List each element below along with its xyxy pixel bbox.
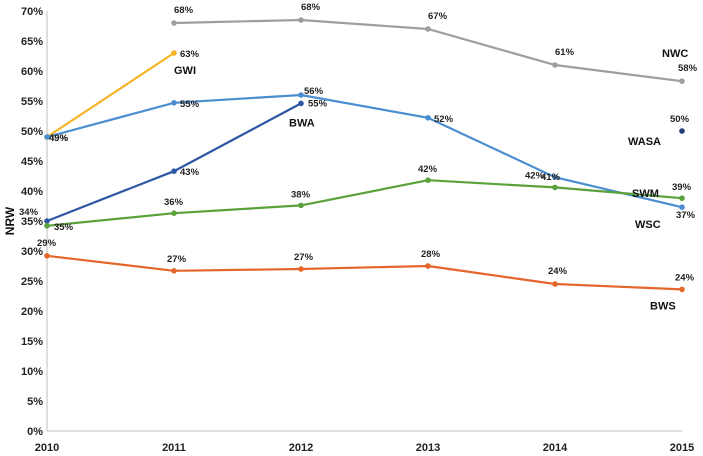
series-name-swm: SWM <box>632 188 659 200</box>
data-label-wsc: 37% <box>676 210 696 221</box>
series-name-bws: BWS <box>650 300 676 312</box>
series-line-gwi <box>46 52 175 138</box>
data-label-wsc: 56% <box>304 86 324 97</box>
data-label-swm: 38% <box>291 189 311 200</box>
data-label-bws: 29% <box>37 238 57 249</box>
data-point-wsc <box>425 115 431 121</box>
series-name-wsc: WSC <box>635 219 661 231</box>
data-point-bws <box>44 253 50 259</box>
data-label-bwa: 34% <box>19 207 39 218</box>
data-label-gwi: 63% <box>180 49 200 60</box>
data-label-wsc: 41% <box>541 172 561 183</box>
data-point-nwc <box>679 78 685 84</box>
data-point-bwa <box>171 168 177 174</box>
x-tick-label: 2015 <box>670 442 694 454</box>
data-label-swm: 39% <box>672 182 692 193</box>
data-point-nwc <box>171 20 177 26</box>
y-tick-label: 70% <box>21 6 43 18</box>
data-label-wasa: 50% <box>670 114 690 125</box>
series-line-bws <box>46 254 683 291</box>
series-line-swm <box>46 179 683 227</box>
data-point-wsc <box>171 100 177 106</box>
data-label-nwc: 61% <box>555 47 575 58</box>
data-label-nwc: 68% <box>301 2 321 13</box>
x-tick-label: 2010 <box>35 442 59 454</box>
data-point-bwa <box>44 218 50 224</box>
y-tick-label: 30% <box>21 246 43 258</box>
data-point-nwc <box>425 26 431 32</box>
data-point-swm <box>171 210 177 216</box>
y-tick-label: 5% <box>27 396 43 408</box>
data-point-nwc <box>298 17 304 23</box>
y-tick-label: 40% <box>21 186 43 198</box>
data-label-bws: 28% <box>421 249 441 260</box>
y-tick-label: 55% <box>21 96 43 108</box>
data-point-wsc <box>44 134 50 140</box>
data-point-bws <box>171 268 177 274</box>
y-axis-title: NRW <box>3 206 17 235</box>
data-label-nwc: 68% <box>174 5 194 16</box>
data-label-nwc: 67% <box>428 11 448 22</box>
data-point-swm <box>298 202 304 209</box>
series-name-gwi: GWI <box>174 65 196 77</box>
data-label-bwa: 43% <box>180 167 200 178</box>
data-label-swm: 42% <box>525 170 545 181</box>
data-label-bws: 27% <box>294 252 314 263</box>
data-point-swm <box>425 177 431 183</box>
data-point-wsc <box>298 92 304 98</box>
data-label-swm: 36% <box>164 197 184 208</box>
data-point-wsc <box>552 174 558 180</box>
data-point-bws <box>552 281 558 287</box>
data-label-wsc: 55% <box>180 99 200 110</box>
y-tick-label: 45% <box>21 156 43 168</box>
series-layer <box>44 17 685 293</box>
x-tick-label: 2012 <box>289 442 313 454</box>
data-point-wsc <box>679 204 685 210</box>
y-tick-label: 65% <box>21 36 43 48</box>
y-tick-label: 35% <box>21 216 43 228</box>
y-tick-label: 50% <box>21 126 43 138</box>
data-label-bws: 24% <box>675 272 695 283</box>
y-tick-label: 15% <box>21 336 43 348</box>
data-label-bws: 24% <box>548 266 568 277</box>
axis-layer: 0% 5% 10% 15% 20% 25% 30% 35% 40% 45% 50% 55% 60% 65%… <box>3 6 694 454</box>
data-point-bws <box>298 266 304 272</box>
y-tick-label: 0% <box>27 426 43 438</box>
data-point-swm <box>679 195 685 201</box>
data-point-gwi <box>171 50 177 56</box>
data-label-nwc: 58% <box>678 63 698 74</box>
data-point-swm <box>552 184 558 191</box>
series-name-bwa: BWA <box>289 117 315 129</box>
series-name-wasa: WASA <box>628 136 661 148</box>
y-tick-label: 10% <box>21 366 43 378</box>
data-point-nwc <box>552 62 558 68</box>
data-point-bws <box>425 263 431 269</box>
data-point-wasa <box>679 128 685 134</box>
data-label-bwa: 55% <box>308 98 328 109</box>
data-label-wsc: 52% <box>434 114 454 125</box>
y-tick-label: 60% <box>21 66 43 78</box>
label-layer: 68% 68%67%61%58%NWC63%GWI49%55%56%52%41%3… <box>19 2 698 312</box>
x-tick-label: 2011 <box>162 442 186 454</box>
data-point-swm <box>44 223 50 229</box>
series-line-wsc <box>46 93 683 209</box>
series-name-nwc: NWC <box>662 48 688 60</box>
x-tick-label: 2013 <box>416 442 440 454</box>
data-label-swm: 35% <box>54 222 74 233</box>
data-point-bwa <box>298 100 304 107</box>
data-label-swm: 42% <box>418 164 438 175</box>
data-point-bws <box>679 286 685 293</box>
y-tick-label: 25% <box>21 276 43 288</box>
data-label-gwi: 49% <box>49 133 69 144</box>
data-label-wsc: 49% <box>49 133 69 144</box>
y-tick-label: 20% <box>21 306 43 318</box>
data-label-bws: 27% <box>167 254 187 265</box>
x-tick-label: 2014 <box>543 442 568 454</box>
